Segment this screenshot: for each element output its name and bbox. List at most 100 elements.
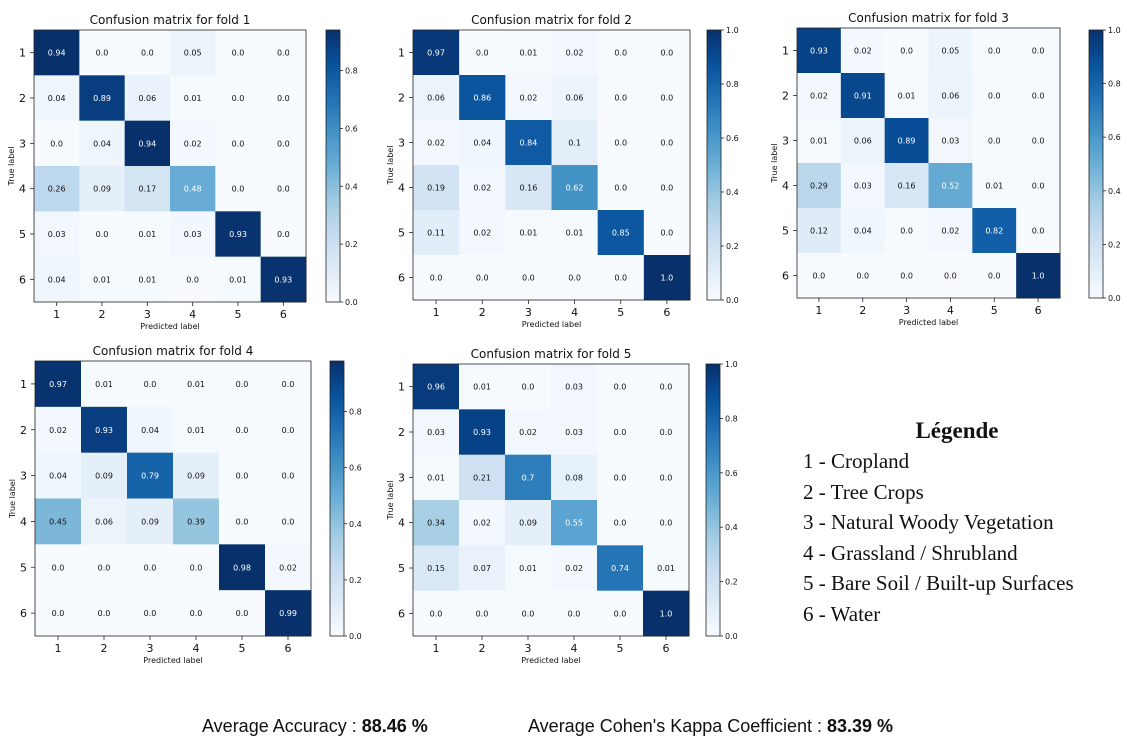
- matrix-cell: [459, 75, 506, 121]
- cell-value-label: 0.0: [614, 139, 627, 148]
- y-tick-label: 5: [398, 562, 405, 575]
- matrix-cell: [797, 253, 842, 299]
- matrix-cell: [79, 120, 126, 167]
- cell-value-label: 0.0: [1032, 92, 1045, 101]
- matrix-cell: [597, 500, 644, 546]
- cell-value-label: 0.0: [277, 185, 290, 194]
- matrix-cell: [643, 255, 691, 301]
- cell-value-label: 0.0: [661, 49, 674, 58]
- matrix-cell: [551, 545, 598, 592]
- matrix-cell: [643, 364, 690, 410]
- matrix-cell: [81, 406, 128, 454]
- y-tick-label: 2: [20, 424, 27, 437]
- cell-value-label: 0.04: [93, 139, 111, 148]
- cell-value-label: 0.93: [95, 426, 113, 435]
- x-tick-label: 6: [280, 308, 287, 321]
- cell-value-label: 0.0: [141, 49, 154, 58]
- matrix-cell: [928, 163, 973, 209]
- matrix-cell: [173, 590, 220, 637]
- matrix-cell: [35, 361, 82, 408]
- matrix-cell: [219, 406, 266, 454]
- cell-value-label: 0.0: [661, 139, 674, 148]
- matrix-cell: [505, 30, 552, 76]
- cell-value-label: 0.0: [614, 519, 627, 528]
- cell-value-label: 0.21: [473, 473, 491, 482]
- cell-value-label: 0.0: [1032, 227, 1045, 236]
- cell-value-label: 0.01: [427, 473, 445, 482]
- y-tick-label: 1: [398, 47, 405, 60]
- cell-value-label: 0.29: [810, 182, 828, 191]
- matrix-cell: [459, 255, 506, 301]
- matrix-cell: [34, 75, 80, 122]
- matrix-cell: [124, 120, 171, 167]
- y-tick-label: 2: [19, 92, 26, 105]
- cell-value-label: 0.79: [141, 472, 159, 481]
- confusion-matrix-fold-2: Confusion matrix for fold 20.97 0.0 0.01 0.…: [386, 13, 739, 329]
- matrix-cell: [505, 545, 552, 592]
- cell-value-label: 0.99: [279, 609, 297, 618]
- matrix-cell: [34, 30, 80, 76]
- matrix-cell: [215, 166, 262, 212]
- cell-value-label: 0.0: [522, 609, 535, 618]
- x-axis-label: Predicted label: [521, 656, 580, 665]
- legend-item-1: 1 - Cropland: [803, 449, 910, 473]
- matrix-cell: [797, 28, 842, 74]
- matrix-cell: [643, 545, 690, 592]
- matrix-cell: [505, 454, 552, 501]
- cell-value-label: 0.01: [473, 383, 491, 392]
- matrix-cell: [173, 406, 220, 454]
- cell-value-label: 0.03: [427, 428, 445, 437]
- cell-value-label: 0.0: [568, 274, 581, 283]
- cell-value-label: 0.0: [190, 563, 203, 572]
- y-tick-label: 6: [398, 607, 405, 620]
- cell-value-label: 0.93: [473, 428, 491, 437]
- cell-value-label: 0.03: [184, 230, 202, 239]
- colorbar-tick-label: 0.0: [349, 632, 362, 641]
- matrix-cell: [884, 118, 929, 164]
- matrix-cell: [260, 75, 307, 122]
- cell-value-label: 0.07: [473, 564, 491, 573]
- cell-value-label: 0.01: [229, 275, 247, 284]
- cell-value-label: 0.02: [854, 47, 872, 56]
- cell-value-label: 0.01: [187, 426, 205, 435]
- matrix-cell: [34, 166, 80, 212]
- matrix-cell: [79, 211, 126, 258]
- cell-value-label: 0.06: [854, 137, 872, 146]
- matrix-cell: [597, 30, 645, 76]
- matrix-cell: [173, 544, 220, 591]
- matrix-cell: [124, 75, 171, 122]
- x-tick-label: 1: [53, 308, 60, 321]
- colorbar: [706, 29, 722, 301]
- matrix-cell: [170, 256, 216, 303]
- confusion-matrix-fold-5: Confusion matrix for fold 50.96 0.01 0.0 0.…: [386, 347, 738, 665]
- matrix-cell: [928, 118, 973, 164]
- cell-value-label: 0.26: [48, 185, 66, 194]
- cell-value-label: 0.0: [568, 609, 581, 618]
- cell-value-label: 0.0: [282, 517, 295, 526]
- cell-value-label: 0.01: [95, 380, 113, 389]
- matrix-title: Confusion matrix for fold 5: [471, 347, 632, 361]
- matrix-cell: [413, 165, 460, 211]
- cell-value-label: 0.0: [614, 94, 627, 103]
- matrix-cell: [597, 210, 645, 256]
- cell-value-label: 0.06: [138, 94, 156, 103]
- y-axis-label: True label: [7, 147, 16, 187]
- colorbar-tick-label: 0.6: [725, 469, 738, 478]
- matrix-cell: [643, 590, 690, 637]
- matrix-cell: [597, 364, 644, 410]
- matrix-cell: [413, 120, 460, 166]
- matrix-cell: [643, 500, 690, 546]
- cell-value-label: 0.0: [476, 274, 489, 283]
- cell-value-label: 0.0: [988, 137, 1001, 146]
- matrix-cell: [597, 590, 644, 637]
- matrix-cell: [884, 208, 929, 254]
- cell-value-label: 0.16: [520, 184, 538, 193]
- matrix-cell: [265, 498, 312, 545]
- matrix-cell: [505, 255, 552, 301]
- colorbar-tick-label: 0.0: [725, 632, 738, 641]
- cell-value-label: 0.0: [614, 609, 627, 618]
- matrix-cell: [884, 163, 929, 209]
- matrix-cell: [260, 120, 307, 167]
- cell-value-label: 0.94: [138, 139, 156, 148]
- x-tick-label: 2: [99, 308, 106, 321]
